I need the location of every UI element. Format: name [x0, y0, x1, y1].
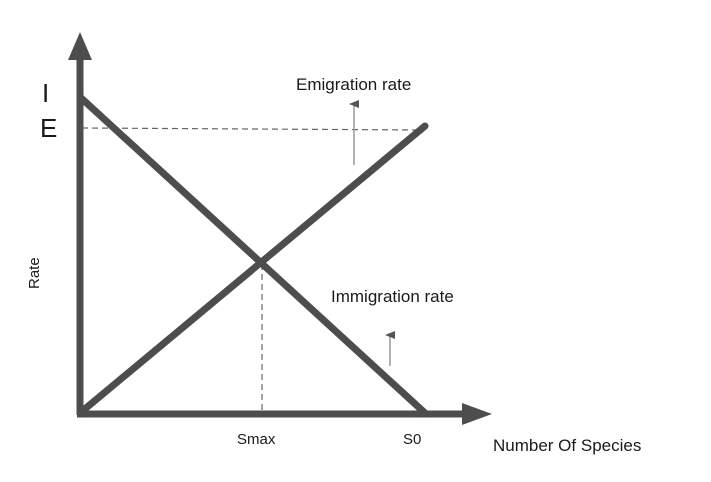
- i-label: I: [42, 78, 49, 108]
- y-axis-arrowhead: [68, 32, 92, 60]
- immigration-line: [76, 93, 429, 417]
- e-level-dashed-line: [81, 127, 426, 131]
- smax-label: Smax: [237, 431, 276, 448]
- s0-label: S0: [403, 431, 421, 448]
- emigration-label: Emigration rate: [296, 75, 411, 94]
- x-axis-arrowhead: [462, 403, 492, 425]
- immigration-label: Immigration rate: [331, 287, 454, 306]
- x-axis-label: Number Of Species: [493, 436, 641, 455]
- emigration-line: [76, 122, 429, 417]
- y-axis-label: Rate: [26, 257, 43, 289]
- e-label: E: [40, 113, 57, 143]
